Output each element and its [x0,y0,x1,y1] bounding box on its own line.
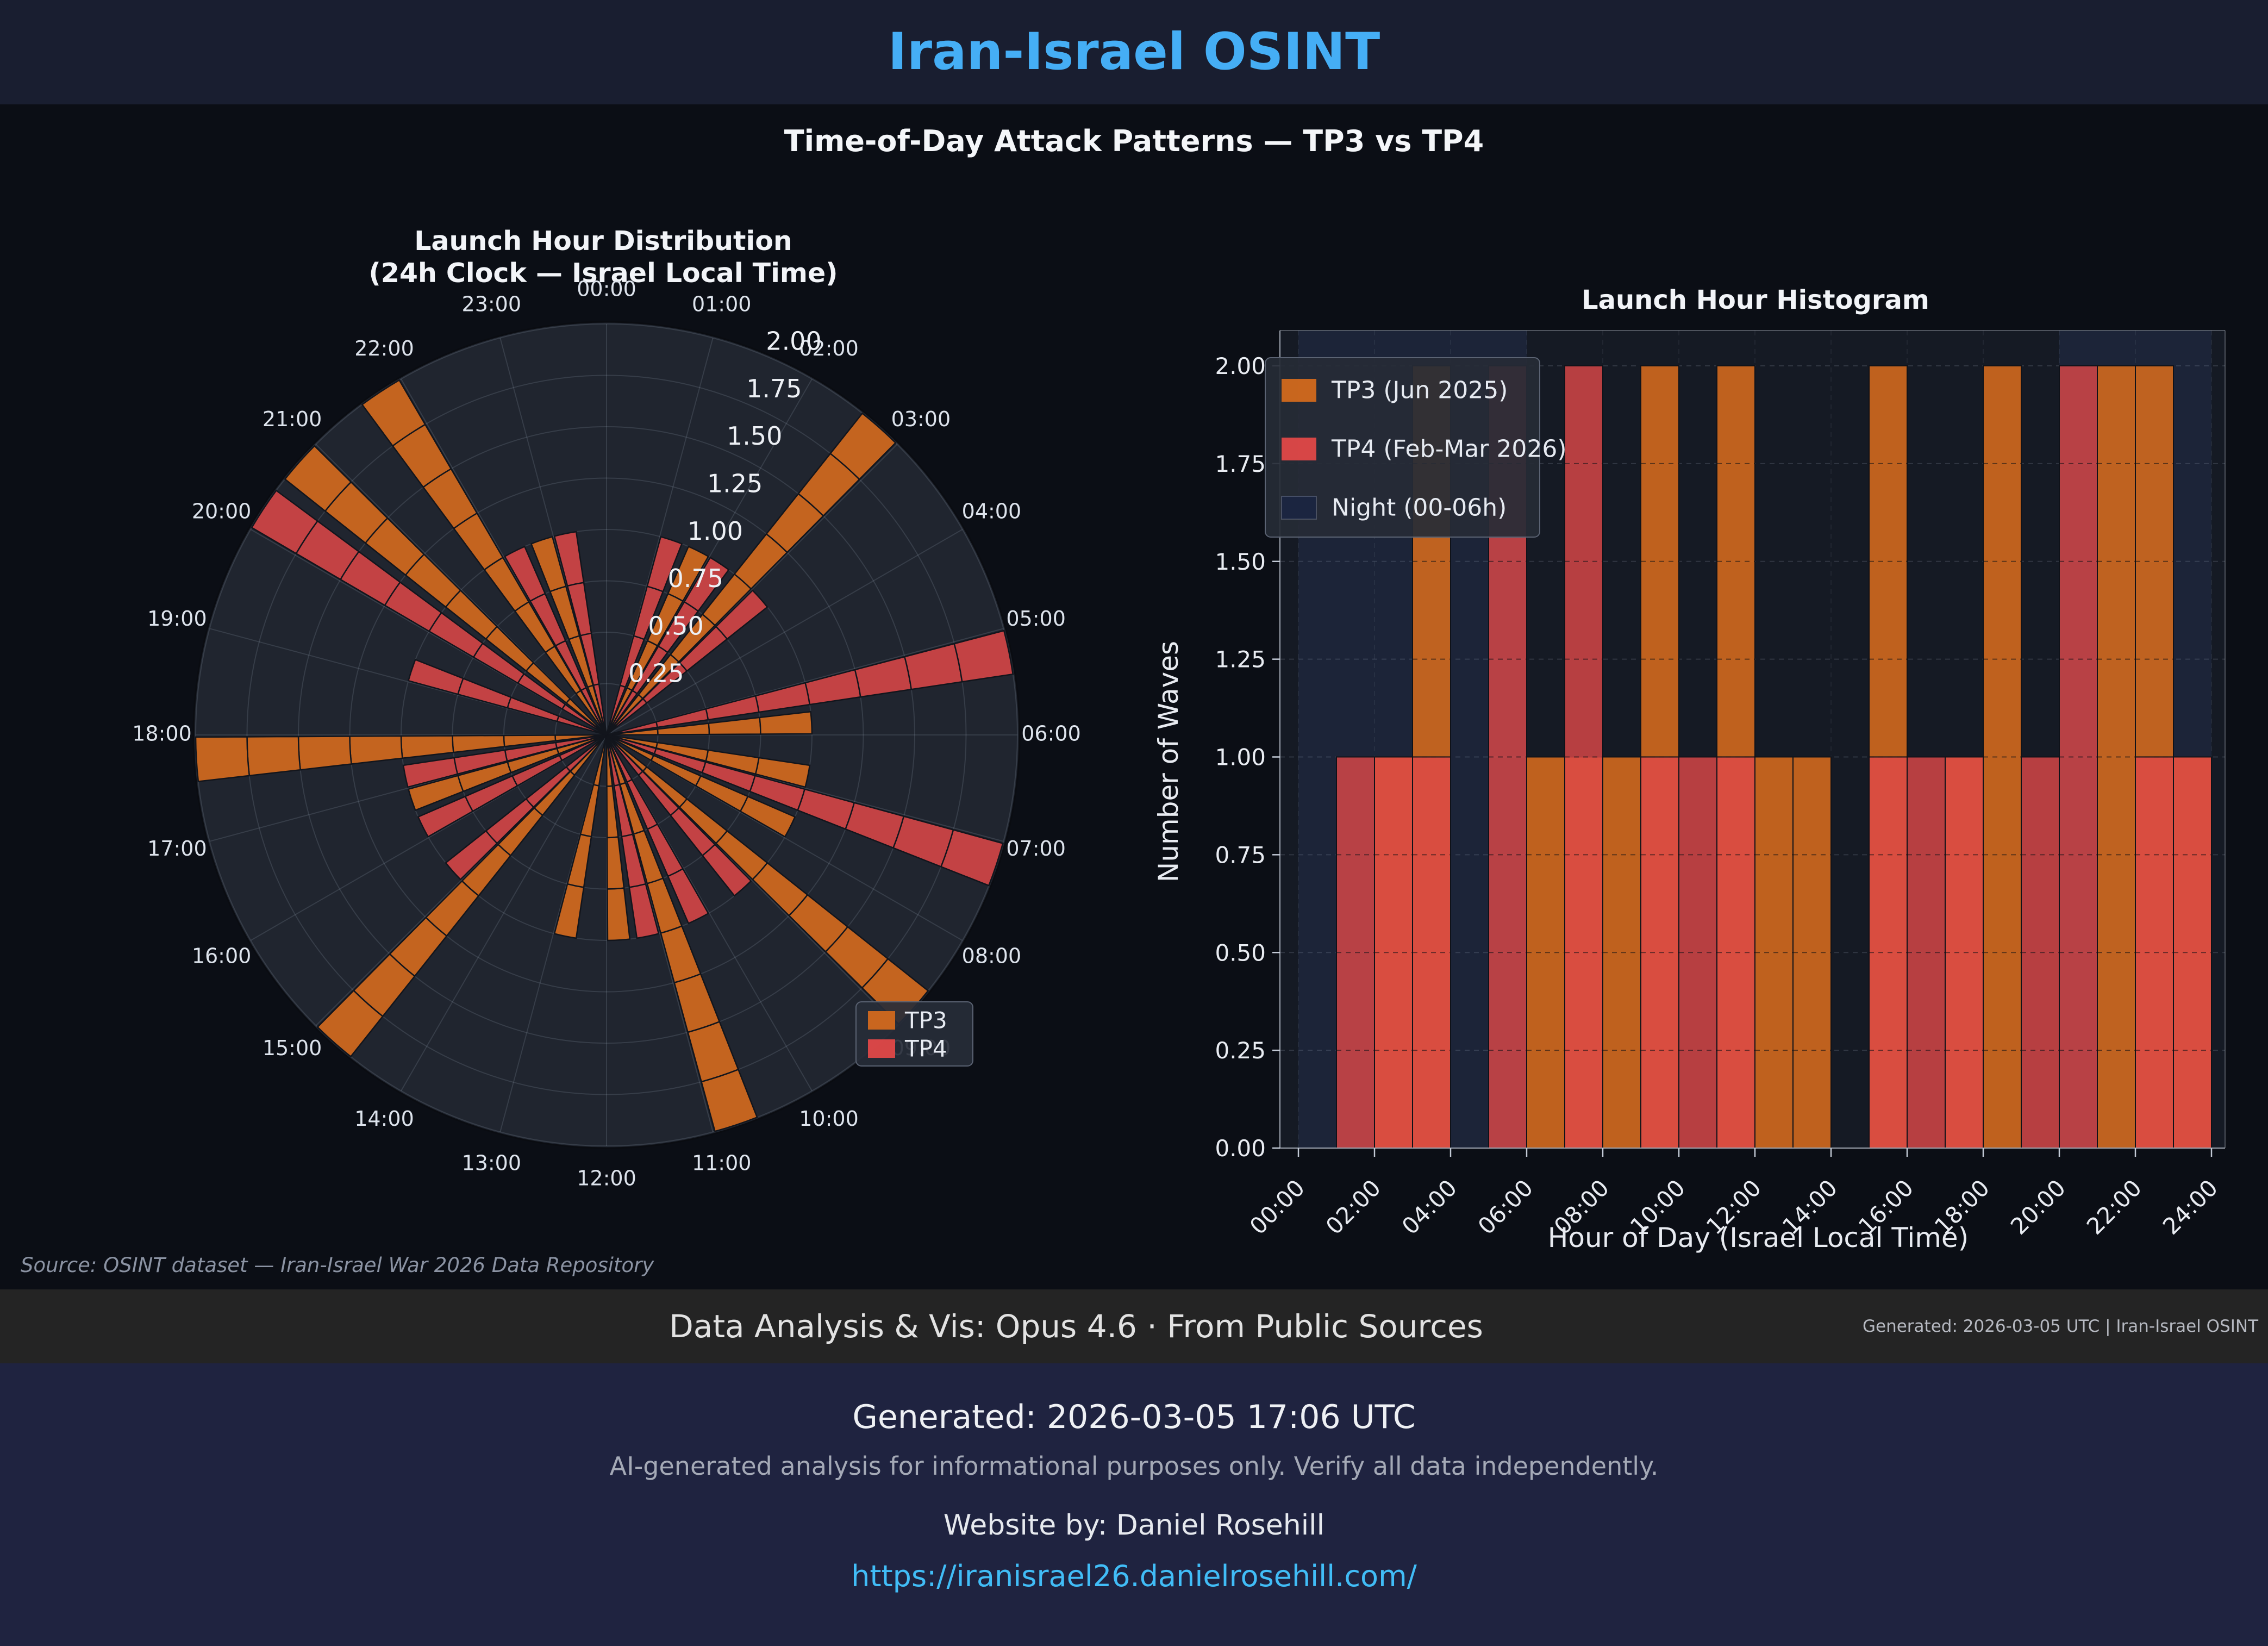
polar-chart-title: Launch Hour Distribution (24h Clock — Is… [152,226,1054,290]
svg-text:1.25: 1.25 [707,469,763,498]
source-note: Source: OSINT dataset — Iran-Israel War … [21,1254,654,1277]
svg-text:00:00: 00:00 [577,277,636,301]
svg-text:TP3: TP3 [904,1007,947,1034]
svg-text:23:00: 23:00 [462,292,522,316]
svg-text:00:00: 00:00 [1245,1174,1310,1239]
histogram-y-axis-label: Number of Waves [1153,640,1184,883]
svg-text:TP3 (Jun 2025): TP3 (Jun 2025) [1331,377,1508,404]
page-title: Iran-Israel OSINT [888,22,1380,82]
svg-text:02:00: 02:00 [1321,1174,1386,1239]
svg-text:0.50: 0.50 [648,611,703,640]
polar-bars-tp4 [251,489,1014,939]
svg-text:TP4: TP4 [904,1036,947,1062]
header-band: Iran-Israel OSINT [0,0,2268,104]
polar-chart-title-line2: (24h Clock — Israel Local Time) [368,257,838,289]
svg-text:04:00: 04:00 [962,500,1022,523]
svg-text:02:00: 02:00 [799,336,859,360]
svg-text:0.00: 0.00 [1215,1135,1266,1162]
footer-url-text[interactable]: https://iranisrael26.danielrosehill.com/ [851,1559,1417,1593]
svg-text:03:00: 03:00 [891,407,951,431]
histogram-chart: 00:00 02:00 04:00 06:00 08:00 10:00 12:00 14:00… [1215,330,2226,1240]
footer-url-link[interactable]: https://iranisrael26.danielrosehill.com/ [0,1559,2268,1593]
svg-text:1.00: 1.00 [688,516,743,546]
svg-text:1.25: 1.25 [1215,646,1266,673]
histogram-y-axis: 0.00 0.25 0.50 0.75 1.00 1.25 1.50 1.75 2.00 [1215,353,1280,1162]
svg-text:1.75: 1.75 [746,374,802,403]
polar-hour-labels: 00:00 01:00 02:00 03:00 04:00 05:00 06:00 07:00… [132,277,1081,1190]
svg-text:21:00: 21:00 [263,407,322,431]
svg-text:19:00: 19:00 [147,607,207,631]
svg-text:07:00: 07:00 [1006,837,1066,861]
histogram-grid-over-bars [1336,463,2211,1051]
polar-chart-title-line1: Launch Hour Distribution [414,226,792,257]
svg-text:13:00: 13:00 [462,1151,522,1175]
svg-text:2.00: 2.00 [1215,353,1266,379]
polar-chart: 00:00 01:00 02:00 03:00 04:00 05:00 06:00 07:00… [132,277,1081,1190]
attribution-text: Data Analysis & Vis: Opus 4.6 · From Pub… [669,1308,1483,1345]
attribution-meta: Generated: 2026-03-05 UTC | Iran-Israel … [1862,1317,2258,1336]
histogram-x-axis-label: Hour of Day (Israel Local Time) [1547,1222,1969,1254]
svg-text:01:00: 01:00 [692,292,752,316]
svg-text:0.50: 0.50 [1215,939,1266,966]
polar-radial-tick-labels: 0.25 0.50 0.75 1.00 1.25 1.50 1.75 2.00 [628,327,822,688]
svg-text:0.25: 0.25 [628,659,684,688]
footer: Generated: 2026-03-05 17:06 UTC AI-gener… [0,1363,2268,1646]
svg-text:2.00: 2.00 [766,327,821,356]
svg-text:0.75: 0.75 [667,564,723,593]
svg-text:1.75: 1.75 [1215,451,1266,477]
svg-text:0.75: 0.75 [1215,841,1266,868]
svg-text:06:00: 06:00 [1021,722,1081,746]
svg-text:12:00: 12:00 [577,1167,636,1190]
svg-text:24:00: 24:00 [2158,1174,2223,1239]
svg-text:22:00: 22:00 [354,336,414,360]
polar-bars-tp3 [195,379,929,1132]
svg-text:1.00: 1.00 [1215,744,1266,771]
footer-credit: Website by: Daniel Rosehill [943,1509,1325,1542]
svg-text:Night (00-06h): Night (00-06h) [1332,494,1507,522]
svg-text:10:00: 10:00 [799,1107,859,1131]
svg-text:20:00: 20:00 [192,500,252,523]
svg-text:TP4 (Feb-Mar 2026): TP4 (Feb-Mar 2026) [1331,435,1566,463]
svg-text:11:00: 11:00 [692,1151,752,1175]
svg-text:18:00: 18:00 [132,722,192,746]
page-subtitle: Time-of-Day Attack Patterns — TP3 vs TP4 [784,124,1484,158]
svg-text:08:00: 08:00 [962,944,1022,968]
footer-generated-timestamp: Generated: 2026-03-05 17:06 UTC [852,1398,1416,1436]
svg-text:0.25: 0.25 [1215,1037,1266,1064]
svg-text:17:00: 17:00 [147,837,207,861]
attribution-band: Data Analysis & Vis: Opus 4.6 · From Pub… [0,1289,2268,1363]
svg-text:16:00: 16:00 [192,944,252,968]
histogram-title: Launch Hour Histogram [1582,285,1929,315]
svg-text:14:00: 14:00 [354,1107,414,1131]
svg-text:1.50: 1.50 [727,421,782,451]
footer-disclaimer: AI-generated analysis for informational … [609,1451,1659,1481]
svg-text:15:00: 15:00 [263,1036,322,1060]
svg-text:1.50: 1.50 [1215,548,1266,575]
histogram-legend: TP3 (Jun 2025) TP4 (Feb-Mar 2026) Night (0… [1265,357,1566,538]
svg-text:05:00: 05:00 [1006,607,1066,631]
